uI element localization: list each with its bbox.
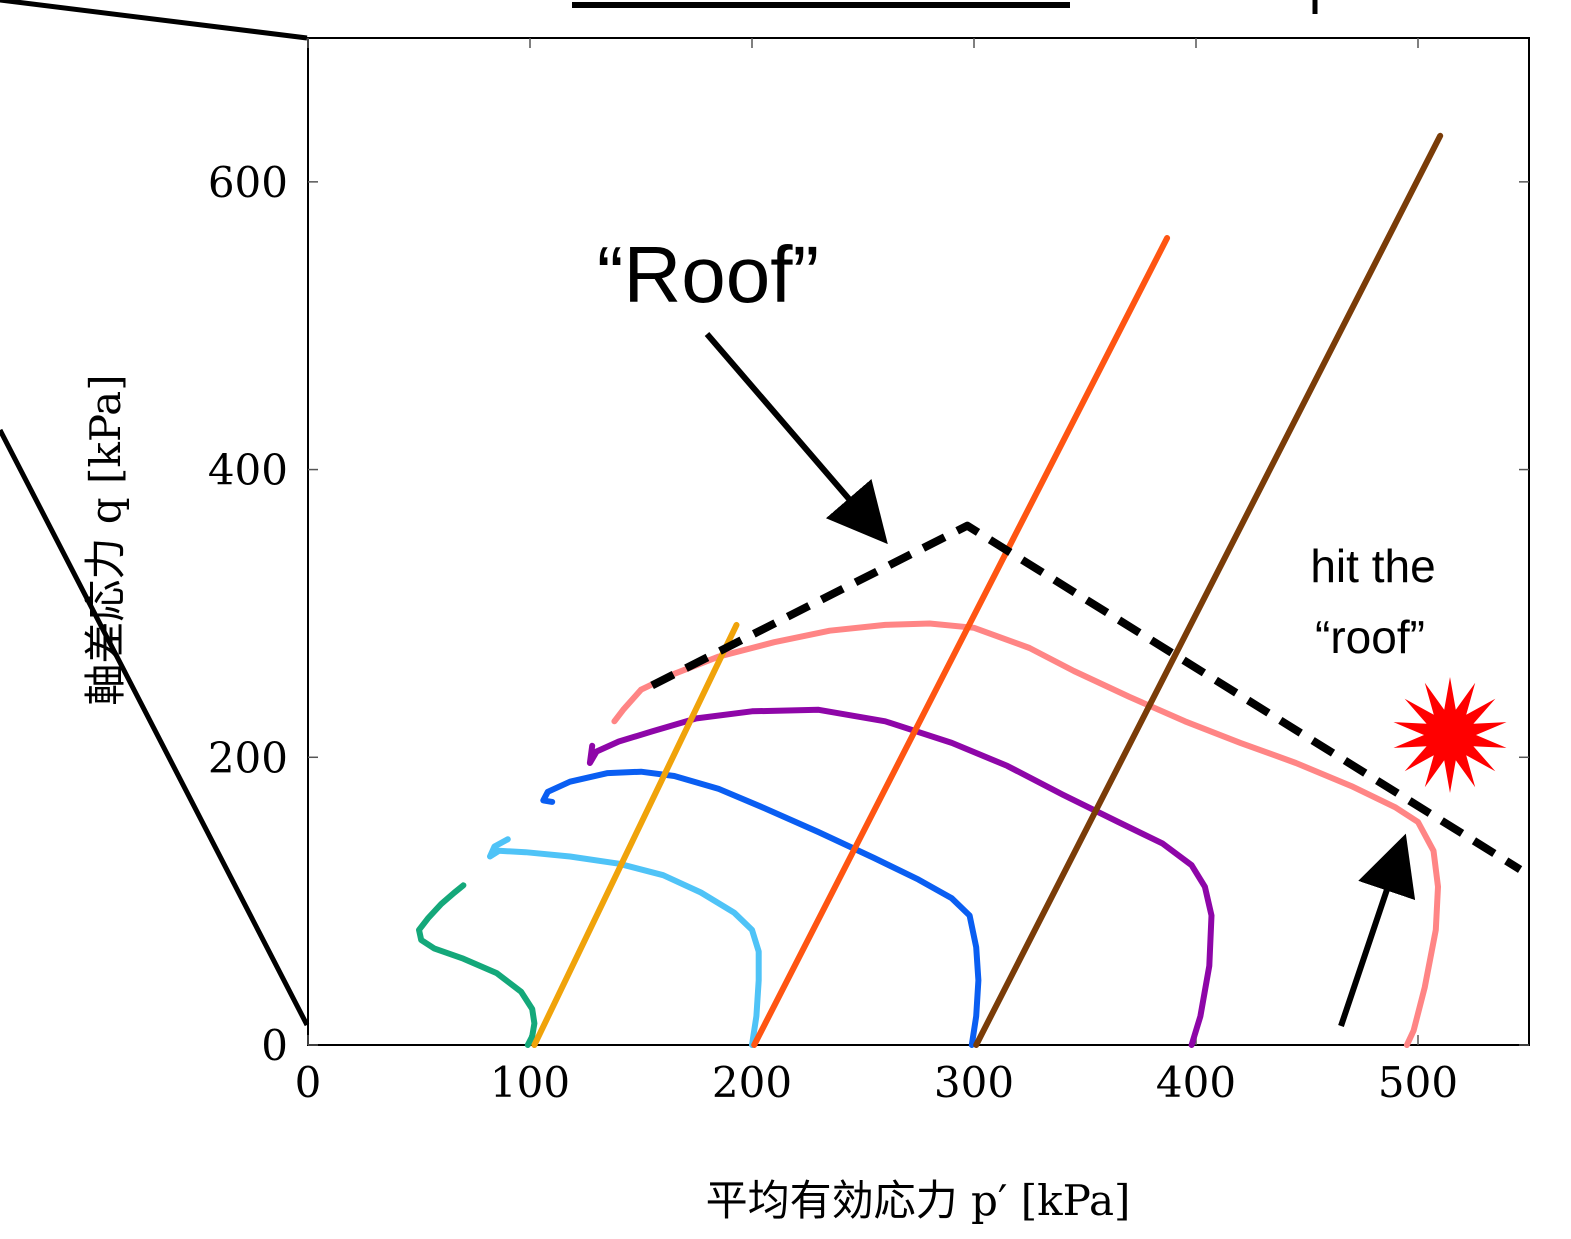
- x-axis-label: 平均有効応力 p′ [kPa]: [706, 1176, 1131, 1225]
- stress-path-series: [416, 882, 538, 1048]
- hit-roof-annotation-line2: “roof”: [1315, 611, 1425, 663]
- stress-path-series: [487, 836, 762, 1048]
- y-tick-label: 600: [208, 158, 288, 207]
- stress-path-series: [586, 706, 1215, 1048]
- roof-dashed-line: [650, 521, 1523, 873]
- stress-path-series: [611, 620, 1441, 1048]
- zoom-connector-bottom: [0, 428, 310, 1027]
- stress-path-series: [531, 621, 740, 1048]
- y-tick-label: 400: [208, 446, 288, 495]
- x-tick-label: 300: [934, 1058, 1014, 1107]
- stress-path-series: [540, 768, 982, 1048]
- hit-roof-annotation-line1: hit the: [1310, 540, 1435, 592]
- x-tick-label: 100: [490, 1058, 570, 1107]
- impact-burst-icon: [1393, 677, 1507, 793]
- hit-roof-arrow: [1338, 833, 1416, 1027]
- stress-path-series: [973, 132, 1444, 1048]
- x-tick-label: 200: [712, 1058, 792, 1107]
- x-tick-label: 500: [1378, 1058, 1458, 1107]
- plot-frame: [307, 37, 1530, 1046]
- axis-tick-labels: 0 100 200 300 400 500 0 200 400 600: [208, 158, 1458, 1107]
- x-tick-label: 400: [1156, 1058, 1236, 1107]
- zoom-connector-top: [0, 0, 308, 41]
- y-axis-label: 軸差応力 q [kPa]: [81, 374, 130, 705]
- roof-annotation: “Roof”: [597, 230, 819, 319]
- stress-path-series: [751, 235, 1171, 1048]
- y-tick-label: 200: [208, 733, 288, 782]
- y-tick-label: 0: [261, 1021, 288, 1070]
- x-tick-label: 0: [295, 1058, 322, 1107]
- series-layer: [416, 132, 1523, 1048]
- roof-arrow: [704, 332, 888, 545]
